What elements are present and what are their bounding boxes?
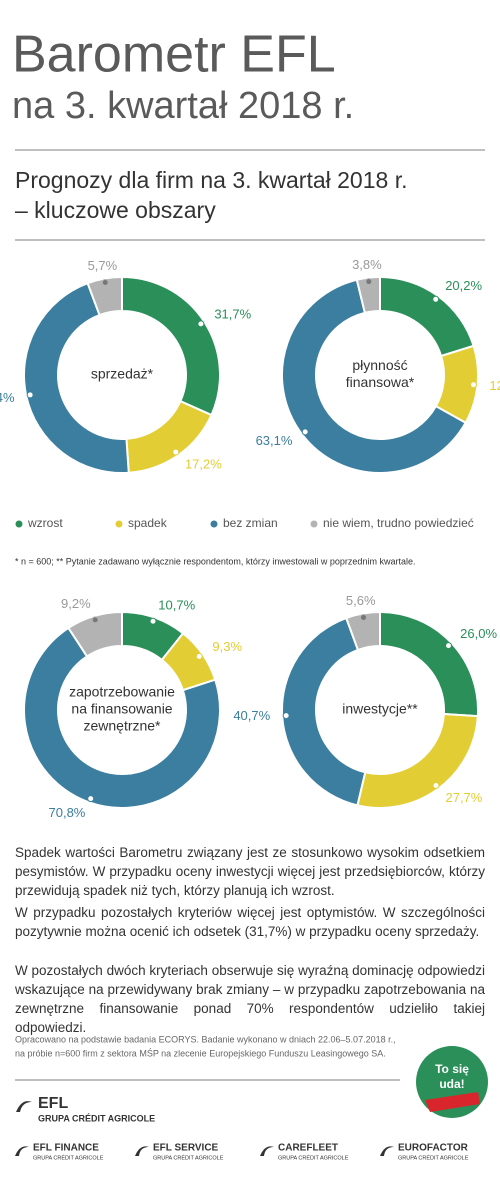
label-dot bbox=[432, 295, 440, 303]
brand-group: GRUPA CRÉDIT AGRICOLE bbox=[278, 1154, 349, 1161]
value-label: 5,6% bbox=[346, 593, 376, 608]
value-label: 31,7% bbox=[214, 307, 251, 322]
donut-segment bbox=[23, 281, 130, 474]
center-label: zewnętrzne* bbox=[83, 718, 161, 734]
subtitle: na 3. kwartał 2018 r. bbox=[12, 85, 354, 127]
brand-group: GRUPA CRÉDIT AGRICOLE bbox=[33, 1154, 104, 1161]
legend-dot bbox=[115, 520, 123, 528]
label-dot bbox=[149, 617, 157, 625]
value-label: 9,2% bbox=[61, 596, 91, 611]
value-label: 3,8% bbox=[352, 257, 382, 272]
value-label: 20,2% bbox=[445, 278, 482, 293]
value-label: 27,7% bbox=[445, 790, 482, 805]
brand-mark bbox=[15, 1146, 29, 1156]
donut-segment bbox=[121, 275, 221, 417]
value-label: 9,3% bbox=[212, 639, 242, 654]
label-dot bbox=[172, 448, 180, 456]
brand-mark bbox=[260, 1146, 274, 1156]
badge-text: To się bbox=[435, 1062, 469, 1076]
footnote: * n = 600; ** Pytanie zadawano wyłącznie… bbox=[15, 556, 415, 566]
label-dot bbox=[87, 795, 95, 803]
center-label: inwestycje** bbox=[342, 701, 418, 717]
value-label: 12,9% bbox=[489, 378, 500, 393]
label-dot bbox=[26, 391, 34, 399]
donut-segment bbox=[344, 610, 381, 652]
label-dot bbox=[469, 381, 477, 389]
value-label: 17,2% bbox=[185, 457, 222, 472]
label-dot bbox=[282, 712, 290, 720]
brand-mark bbox=[380, 1146, 394, 1156]
badge-ribbon bbox=[425, 1092, 480, 1112]
donut-segment bbox=[281, 616, 367, 807]
label-dot bbox=[195, 652, 203, 660]
brand-name: EFL FINANCE bbox=[33, 1143, 99, 1154]
section-title: – kluczowe obszary bbox=[15, 197, 216, 223]
brand-mark bbox=[135, 1146, 149, 1156]
center-label: zapotrzebowanie bbox=[69, 684, 175, 700]
legend-dot bbox=[310, 520, 318, 528]
logo-mark bbox=[16, 1101, 32, 1112]
paragraph: Spadek wartości Barometru związany jest … bbox=[15, 845, 485, 898]
center-label: finansowa* bbox=[346, 374, 415, 390]
label-dot bbox=[197, 320, 205, 328]
legend-label: spadek bbox=[128, 516, 168, 530]
label-dot bbox=[101, 279, 109, 287]
brand-group: GRUPA CRÉDIT AGRICOLE bbox=[153, 1154, 224, 1161]
legend-label: nie wiem, trudno powiedzieć bbox=[323, 516, 474, 530]
legend-label: wzrost bbox=[27, 516, 63, 530]
source: na próbie n=600 firm z sektora MŚP na zl… bbox=[15, 1047, 386, 1058]
value-label: 26,0% bbox=[460, 626, 497, 641]
value-label: 45,4% bbox=[0, 390, 15, 405]
brand-group: GRUPA CRÉDIT AGRICOLE bbox=[398, 1154, 469, 1161]
donut-segment bbox=[67, 610, 123, 658]
paragraph: W pozostałych dwóch kryteriach obserwuje… bbox=[15, 963, 485, 1035]
center-label: sprzedaż* bbox=[91, 366, 154, 382]
title: Barometr EFL bbox=[12, 26, 336, 84]
badge-text: uda! bbox=[439, 1077, 464, 1091]
donut-segment bbox=[23, 626, 221, 809]
brand-name: EFL SERVICE bbox=[153, 1143, 219, 1154]
donut-segment bbox=[355, 275, 381, 315]
source: Opracowano na podstawie badania ECORYS. … bbox=[15, 1034, 396, 1044]
paragraph: W przypadku pozostałych kryteriów więcej… bbox=[15, 905, 485, 939]
value-label: 40,7% bbox=[233, 708, 270, 723]
label-dot bbox=[365, 278, 373, 286]
donut-segment bbox=[86, 275, 123, 317]
value-label: 10,7% bbox=[158, 598, 195, 613]
legend-dot bbox=[210, 520, 218, 528]
legend-dot bbox=[15, 520, 23, 528]
label-dot bbox=[301, 428, 309, 436]
value-label: 5,7% bbox=[88, 258, 118, 273]
label-dot bbox=[432, 782, 440, 790]
value-label: 63,1% bbox=[256, 433, 293, 448]
brand-name: CAREFLEET bbox=[278, 1143, 338, 1154]
brand-name: EUROFACTOR bbox=[398, 1143, 469, 1154]
logo-group: GRUPA CRÉDIT AGRICOLE bbox=[38, 1113, 155, 1123]
label-dot bbox=[360, 613, 368, 621]
donut-segment bbox=[281, 278, 467, 474]
label-dot bbox=[445, 642, 453, 650]
value-label: 70,8% bbox=[49, 805, 86, 820]
label-dot bbox=[91, 616, 99, 624]
center-label: płynność bbox=[352, 357, 407, 373]
legend-label: bez zmian bbox=[223, 516, 278, 530]
section-title: Prognozy dla firm na 3. kwartał 2018 r. bbox=[15, 167, 407, 193]
logo-name: EFL bbox=[38, 1095, 68, 1112]
center-label: na finansowanie bbox=[71, 701, 172, 717]
